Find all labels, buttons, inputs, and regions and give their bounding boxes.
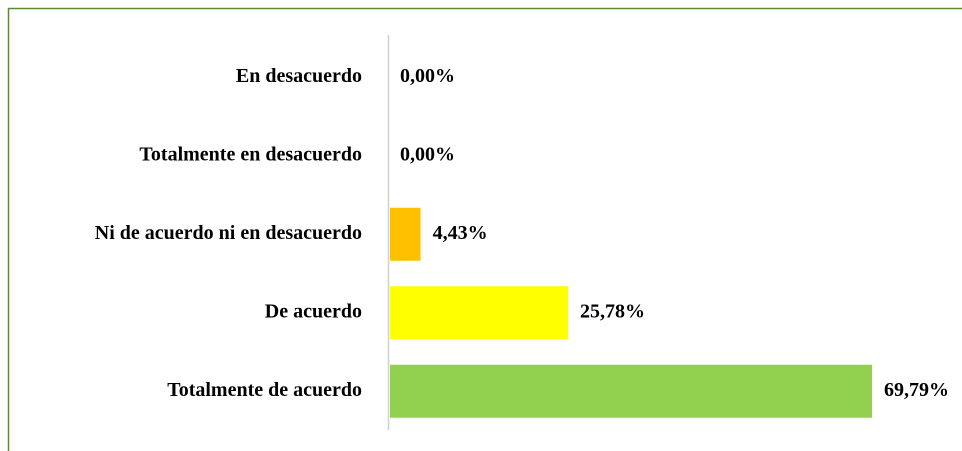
value-label: 0,00% xyxy=(400,65,455,87)
bar xyxy=(390,364,872,418)
value-label: 69,79% xyxy=(884,379,949,401)
category-label: Totalmente de acuerdo xyxy=(167,379,362,401)
category-label: En desacuerdo xyxy=(236,65,362,87)
bar xyxy=(390,207,421,261)
value-label: 25,78% xyxy=(580,300,645,322)
bar xyxy=(390,286,569,340)
value-label: 0,00% xyxy=(400,143,455,165)
category-label: Totalmente en desacuerdo xyxy=(139,143,362,165)
value-label: 4,43% xyxy=(433,222,488,244)
category-label: De acuerdo xyxy=(265,300,362,322)
category-label: Ni de acuerdo ni en desacuerdo xyxy=(95,222,362,244)
